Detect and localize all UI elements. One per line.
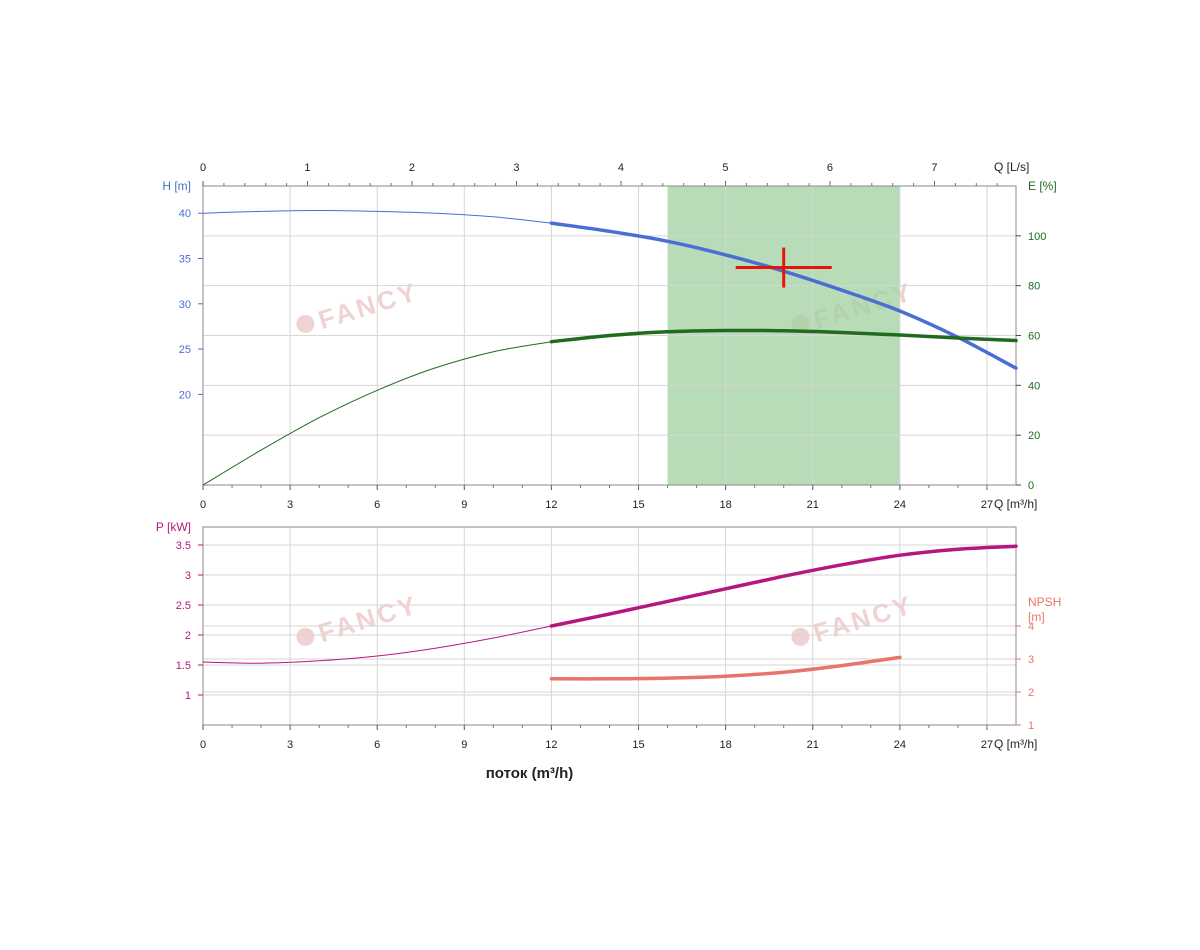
x-tick-label: 24 xyxy=(894,739,906,751)
y-right-tick-label: 20 xyxy=(1028,430,1040,442)
top-tick-label: 6 xyxy=(827,162,833,174)
y-right-axis-label: [m] xyxy=(1028,610,1045,624)
y-right-tick-label: 0 xyxy=(1028,480,1034,492)
series-line-thin xyxy=(202,341,552,486)
series-line-bold xyxy=(549,544,1018,628)
top-tick-label: 5 xyxy=(722,162,728,174)
x-axis-label: Q [m³/h] xyxy=(994,497,1037,511)
series-line-thin xyxy=(202,625,552,664)
watermark-logo: FANCY xyxy=(791,589,917,648)
x-tick-label: 21 xyxy=(807,499,819,511)
top-tick-label: 3 xyxy=(513,162,519,174)
series-line-bold xyxy=(549,328,1018,344)
watermark-emblem-icon xyxy=(791,627,810,646)
x-tick-label: 6 xyxy=(374,739,380,751)
y-left-tick-label: 20 xyxy=(179,389,191,401)
y-left-axis-label: P [kW] xyxy=(156,520,191,534)
x-tick-label: 9 xyxy=(461,499,467,511)
x-axis-label: Q [m³/h] xyxy=(994,737,1037,751)
x-tick-label: 27 xyxy=(981,739,993,751)
top-axis-label: Q [L/s] xyxy=(994,160,1029,174)
y-right-tick-label: 2 xyxy=(1028,687,1034,699)
x-tick-label: 3 xyxy=(287,499,293,511)
x-tick-label: 18 xyxy=(720,499,732,511)
y-left-tick-label: 35 xyxy=(179,253,191,265)
y-right-tick-label: 60 xyxy=(1028,331,1040,343)
watermark-text: FANCY xyxy=(315,589,422,648)
series-line-bold xyxy=(549,655,902,681)
y-left-tick-label: 3.5 xyxy=(176,540,191,552)
x-tick-label: 15 xyxy=(632,739,644,751)
y-left-axis-label: H [m] xyxy=(162,179,191,193)
x-tick-label: 12 xyxy=(545,739,557,751)
x-tick-label: 27 xyxy=(981,499,993,511)
y-left-tick-label: 25 xyxy=(179,344,191,356)
y-left-tick-label: 3 xyxy=(185,570,191,582)
x-tick-label: 12 xyxy=(545,499,557,511)
y-right-tick-label: 3 xyxy=(1028,654,1034,666)
x-tick-label: 9 xyxy=(461,739,467,751)
x-axis-title: поток (m³/h) xyxy=(486,765,574,782)
y-right-tick-label: 40 xyxy=(1028,380,1040,392)
y-right-tick-label: 4 xyxy=(1028,621,1034,633)
top-tick-label: 1 xyxy=(304,162,310,174)
y-right-tick-label: 80 xyxy=(1028,281,1040,293)
y-left-tick-label: 30 xyxy=(179,299,191,311)
y-right-axis-label: E [%] xyxy=(1028,179,1057,193)
series-line-thin xyxy=(202,209,552,224)
watermark-logo: FANCY xyxy=(296,589,422,648)
x-tick-label: 3 xyxy=(287,739,293,751)
y-left-tick-label: 40 xyxy=(179,208,191,220)
top-tick-label: 2 xyxy=(409,162,415,174)
y-right-axis-label: NPSH xyxy=(1028,595,1061,609)
x-tick-label: 6 xyxy=(374,499,380,511)
y-left-tick-label: 2 xyxy=(185,630,191,642)
watermark-emblem-icon xyxy=(296,627,315,646)
y-right-tick-label: 100 xyxy=(1028,231,1046,243)
y-right-tick-label: 1 xyxy=(1028,720,1034,732)
x-tick-label: 0 xyxy=(200,499,206,511)
x-tick-label: 24 xyxy=(894,499,906,511)
top-tick-label: 4 xyxy=(618,162,624,174)
y-left-tick-label: 1.5 xyxy=(176,660,191,672)
top-tick-label: 7 xyxy=(931,162,937,174)
x-tick-label: 18 xyxy=(720,739,732,751)
x-tick-label: 21 xyxy=(807,739,819,751)
watermark-text: FANCY xyxy=(810,589,917,648)
watermark-text: FANCY xyxy=(315,276,422,335)
watermark-emblem-icon xyxy=(296,314,315,333)
y-left-tick-label: 1 xyxy=(185,690,191,702)
x-tick-label: 15 xyxy=(632,499,644,511)
top-tick-label: 0 xyxy=(200,162,206,174)
x-tick-label: 0 xyxy=(200,739,206,751)
y-left-tick-label: 2.5 xyxy=(176,600,191,612)
